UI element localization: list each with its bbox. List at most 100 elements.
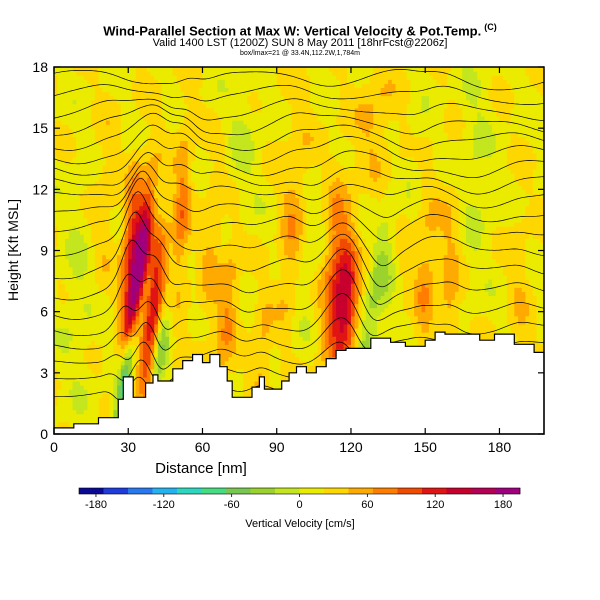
velocity-cell [109, 83, 114, 88]
velocity-cell [180, 270, 185, 276]
velocity-cell [109, 242, 114, 248]
velocity-cell [146, 181, 152, 186]
velocity-cell [57, 336, 63, 341]
velocity-cell [161, 221, 166, 227]
velocity-cell [161, 217, 166, 223]
velocity-cell [94, 287, 100, 292]
velocity-cell [98, 279, 103, 284]
velocity-cell [61, 393, 66, 398]
velocity-cell [150, 205, 155, 211]
velocity-cell [76, 401, 81, 407]
velocity-cell [72, 177, 77, 182]
velocity-cell [183, 242, 189, 248]
velocity-cell [154, 254, 159, 260]
velocity-cell [87, 274, 92, 280]
velocity-cell [183, 124, 189, 129]
velocity-cell [176, 99, 181, 105]
velocity-cell [120, 152, 126, 158]
velocity-cell [128, 279, 133, 284]
velocity-cell [154, 315, 159, 321]
velocity-cell [169, 91, 174, 97]
velocity-cell [209, 291, 215, 296]
velocity-cell [154, 185, 159, 190]
velocity-cell [128, 238, 133, 243]
velocity-cell [98, 340, 103, 345]
velocity-cell [128, 181, 133, 186]
velocity-cell [128, 250, 133, 256]
velocity-cell [57, 319, 63, 325]
velocity-cell [195, 181, 200, 186]
velocity-cell [102, 67, 107, 72]
velocity-cell [239, 340, 244, 345]
velocity-cell [239, 107, 244, 113]
velocity-cell [224, 221, 230, 227]
velocity-cell [165, 360, 170, 366]
velocity-cell [128, 173, 133, 178]
velocity-cell [161, 79, 166, 84]
velocity-cell [150, 124, 155, 129]
velocity-cell [124, 234, 129, 239]
velocity-cell [120, 364, 126, 370]
velocity-cell [117, 356, 122, 362]
velocity-cell [79, 95, 85, 101]
velocity-cell [91, 136, 96, 141]
velocity-cell [117, 213, 122, 219]
velocity-cell [54, 401, 59, 407]
velocity-cell [217, 270, 222, 276]
velocity-cell [72, 303, 77, 309]
velocity-cell [191, 226, 196, 231]
velocity-cell [57, 128, 63, 133]
velocity-cell [172, 152, 178, 158]
velocity-cell [191, 295, 196, 301]
velocity-cell [143, 67, 148, 72]
velocity-cell [157, 79, 163, 84]
velocity-cell [135, 393, 140, 398]
velocity-cell [109, 319, 114, 325]
velocity-cell [180, 124, 185, 129]
velocity-cell [250, 283, 256, 288]
velocity-cell [235, 160, 241, 166]
velocity-cell [76, 111, 81, 117]
velocity-cell [102, 177, 107, 182]
velocity-cell [72, 230, 77, 235]
velocity-cell [228, 226, 233, 231]
velocity-cell [209, 262, 215, 268]
velocity-cell [83, 250, 89, 256]
velocity-cell [232, 75, 237, 80]
velocity-cell [247, 307, 252, 313]
velocity-cell [239, 201, 244, 207]
velocity-cell [224, 352, 230, 358]
velocity-cell [183, 120, 189, 125]
velocity-cell [235, 83, 241, 88]
velocity-cell [221, 168, 226, 174]
velocity-cell [120, 111, 126, 117]
velocity-cell [65, 103, 70, 109]
velocity-cell [65, 79, 70, 84]
velocity-cell [105, 242, 111, 248]
velocity-cell [76, 95, 81, 101]
velocity-cell [109, 95, 114, 101]
velocity-cell [61, 87, 66, 93]
velocity-cell [143, 283, 148, 288]
velocity-cell [169, 173, 174, 178]
velocity-cell [191, 323, 196, 329]
velocity-cell [61, 401, 66, 407]
velocity-cell [183, 217, 189, 223]
velocity-cell [224, 287, 230, 292]
velocity-cell [169, 177, 174, 182]
velocity-cell [195, 221, 200, 227]
velocity-cell [72, 242, 77, 248]
velocity-cell [113, 258, 118, 264]
velocity-cell [124, 140, 129, 146]
velocity-cell [191, 327, 196, 333]
velocity-cell [150, 111, 155, 117]
velocity-cell [72, 132, 77, 137]
velocity-cell [94, 189, 100, 195]
velocity-cell [157, 148, 163, 154]
velocity-cell [98, 120, 103, 125]
velocity-cell [68, 287, 74, 292]
velocity-cell [157, 291, 163, 296]
velocity-cell [221, 193, 226, 199]
velocity-cell [209, 238, 215, 243]
velocity-cell [68, 246, 74, 252]
